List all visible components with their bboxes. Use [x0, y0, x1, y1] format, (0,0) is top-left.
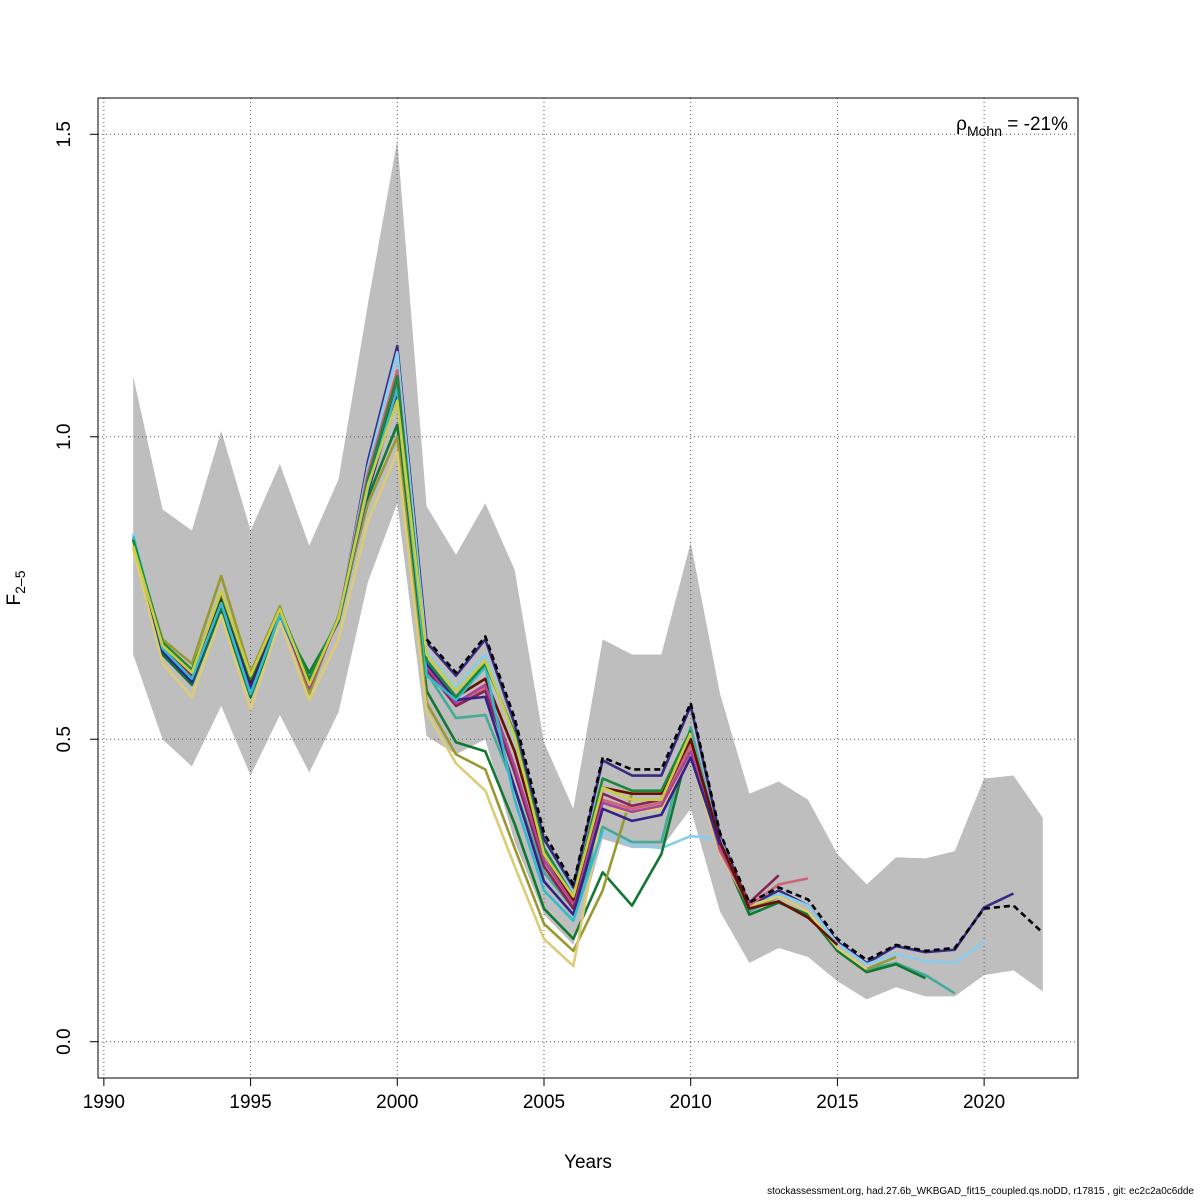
confidence-band-layer: [133, 140, 1043, 1000]
y-axis: 0.0 0.5 1.0 1.5: [54, 121, 99, 1055]
confidence-band: [133, 140, 1043, 1000]
x-axis: 1990 1995 2000 2005 2010 2015 2020: [83, 1077, 1005, 1113]
x-tick-label: 1995: [229, 1092, 271, 1113]
rho-subscript: Mohn: [967, 123, 1002, 139]
x-tick-label: 1990: [83, 1092, 125, 1113]
y-axis-title-sub: 2–5: [12, 570, 28, 594]
y-tick-label: 1.0: [54, 424, 75, 450]
series-line-0: [425, 635, 1044, 962]
rho-symbol: ρ: [956, 114, 967, 135]
x-axis-title: Years: [564, 1152, 612, 1173]
series-line-14: [131, 399, 692, 898]
y-tick-label: 1.5: [54, 121, 75, 147]
y-tick-label: 0.0: [54, 1028, 75, 1054]
x-tick-label: 2020: [963, 1092, 1005, 1113]
x-tick-label: 2005: [523, 1092, 565, 1113]
y-axis-title: F2–5: [4, 570, 28, 605]
mohn-rho-annotation: ρMohn = -21%: [956, 114, 1068, 139]
y-tick-label: 0.5: [54, 726, 75, 752]
series-layer: [131, 344, 1044, 995]
x-tick-label: 2015: [816, 1092, 858, 1113]
y-axis-title-main: F: [4, 594, 25, 606]
x-tick-label: 2000: [376, 1092, 418, 1113]
rho-value: = -21%: [1002, 114, 1068, 135]
x-tick-label: 2010: [670, 1092, 712, 1113]
grid-layer: [98, 98, 1078, 1078]
footer-source: stockassessment.org, had.27.6b_WKBGAD_fi…: [767, 1186, 1194, 1197]
